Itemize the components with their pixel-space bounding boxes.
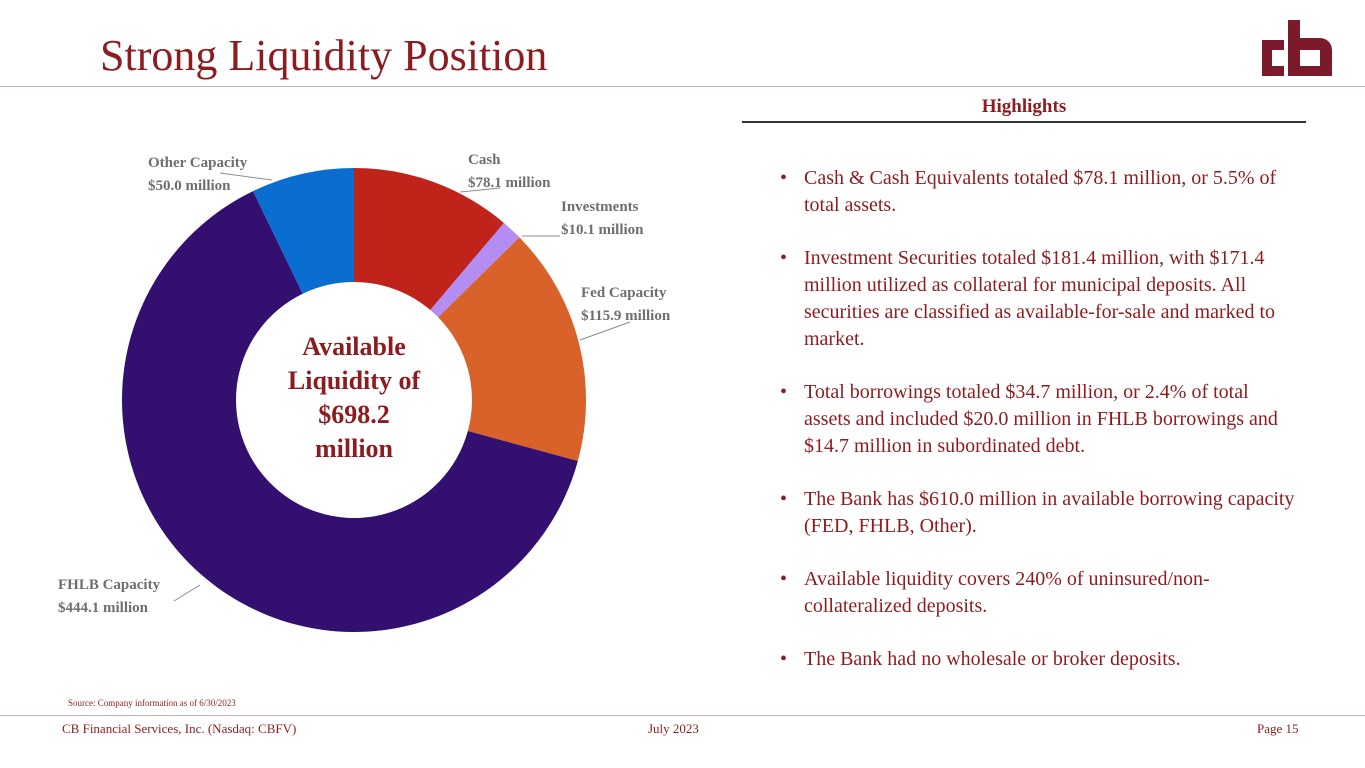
footer-company: CB Financial Services, Inc. (Nasdaq: CBF…: [62, 721, 297, 736]
center-label-line: Liquidity of: [287, 366, 421, 395]
bullet-text: Cash & Cash Equivalents totaled $78.1 mi…: [804, 167, 1277, 216]
list-item: • Total borrowings totaled $34.7 million,…: [780, 379, 1300, 460]
slice-label-name: Other Capacity: [148, 155, 248, 171]
header-divider: [0, 86, 1365, 87]
center-label-line: Available: [302, 332, 406, 361]
donut-slice-other-capacity: [253, 168, 354, 294]
slice-label-value: $10.1 million: [561, 222, 644, 238]
liquidity-donut-chart: Cash $78.1 million Investments $10.1 millio…: [58, 152, 671, 632]
highlights-heading: Highlights: [981, 96, 1067, 117]
bullet-icon: •: [780, 488, 788, 510]
leader-line: [579, 321, 631, 341]
leader-line: [219, 172, 273, 181]
donut-slice-investments: [430, 222, 520, 318]
source-note: Source: Company information as of 6/30/2…: [68, 698, 236, 708]
slice-label-value: $78.1 million: [468, 175, 551, 191]
bullet-icon: •: [780, 247, 788, 269]
footer-page-number: Page 15: [1257, 721, 1299, 736]
bullet-icon: •: [780, 568, 788, 590]
page-title: Strong Liquidity Position: [100, 31, 548, 80]
footer-divider: [0, 715, 1365, 716]
list-item: • The Bank had no wholesale or broker dep…: [780, 646, 1300, 673]
bullet-icon: •: [780, 381, 788, 403]
bullet-text: The Bank had no wholesale or broker depo…: [804, 648, 1181, 670]
leader-line: [173, 584, 201, 602]
footer-date: July 2023: [648, 721, 699, 736]
slice-label-name: Cash: [468, 152, 501, 168]
list-item: • Available liquidity covers 240% of unin…: [780, 566, 1300, 620]
list-item: • Cash & Cash Equivalents totaled $78.1 m…: [780, 165, 1300, 219]
donut-slice-fhlb-capacity: [121, 191, 578, 632]
slice-label-name: Investments: [561, 199, 639, 215]
slice-label-name: FHLB Capacity: [58, 577, 161, 593]
slice-label-value: $50.0 million: [148, 178, 231, 194]
bullet-text: Investment Securities totaled $181.4 mil…: [804, 247, 1276, 350]
list-item: • The Bank has $610.0 million in availabl…: [780, 486, 1300, 540]
bullet-text: The Bank has $610.0 million in available…: [804, 488, 1295, 537]
bullet-text: Available liquidity covers 240% of unins…: [804, 568, 1210, 617]
slice-label-value: $444.1 million: [58, 600, 149, 616]
center-label-line: million: [314, 434, 393, 463]
leader-line: [459, 187, 501, 193]
bullet-icon: •: [780, 648, 788, 670]
highlights-list: • Cash & Cash Equivalents totaled $78.1 m…: [780, 165, 1300, 699]
center-label-line: $698.2: [318, 400, 390, 429]
cb-logo-icon: [1262, 20, 1332, 76]
slice-label-name: Fed Capacity: [581, 285, 667, 301]
slice-label-value: $115.9 million: [581, 308, 671, 324]
list-item: • Investment Securities totaled $181.4 mi…: [780, 245, 1300, 353]
bullet-text: Total borrowings totaled $34.7 million, …: [804, 381, 1278, 457]
highlights-divider: [742, 121, 1306, 123]
donut-slice-fed-capacity: [438, 237, 586, 461]
donut-slice-cash: [354, 168, 504, 310]
donut-center-label: Available Liquidity of $698.2 million: [254, 330, 454, 466]
bullet-icon: •: [780, 167, 788, 189]
